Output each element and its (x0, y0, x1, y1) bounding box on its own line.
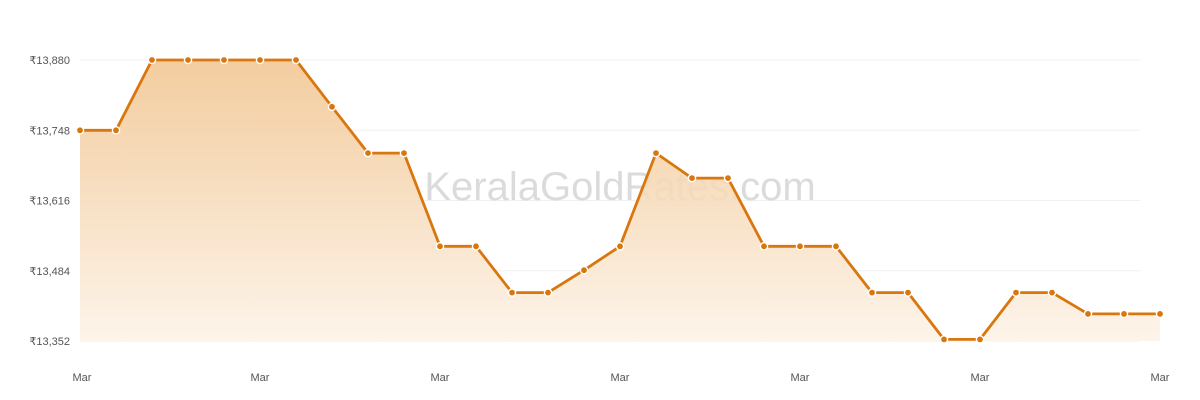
data-point (327, 102, 337, 112)
y-axis: ₹13,880 ₹13,748 ₹13,616 ₹13,484 ₹13,352 (29, 55, 70, 348)
watermark: KeralaGoldRates.com (424, 165, 815, 209)
y-tick-label: ₹13,352 (29, 336, 70, 348)
x-tick-label: Mar (431, 372, 450, 384)
data-point (651, 148, 661, 158)
data-point (75, 126, 85, 135)
y-tick-label: ₹13,484 (29, 266, 70, 278)
x-tick-label: Mar (611, 372, 630, 384)
data-point (183, 55, 193, 65)
data-point (579, 265, 589, 275)
x-tick-label: Mar (1151, 372, 1170, 384)
data-point (615, 241, 625, 251)
x-tick-label: Mar (251, 372, 270, 384)
data-point (867, 288, 877, 297)
y-tick-label: ₹13,748 (29, 125, 70, 137)
data-point (363, 148, 373, 158)
data-point (831, 241, 841, 251)
data-point (435, 241, 445, 251)
data-point (795, 241, 805, 251)
data-point (543, 288, 553, 297)
data-point (1083, 309, 1093, 319)
x-tick-label: Mar (791, 372, 810, 384)
data-point (1155, 309, 1165, 319)
data-point (975, 335, 985, 344)
data-point (759, 241, 769, 251)
data-point (219, 55, 229, 65)
data-point (687, 173, 697, 183)
data-point (1047, 288, 1057, 297)
data-point (939, 335, 949, 344)
data-point (399, 148, 409, 158)
data-point (723, 173, 733, 183)
data-point (1011, 288, 1021, 297)
x-axis: Mar Mar Mar Mar Mar Mar Mar (73, 372, 1170, 384)
data-point (903, 288, 913, 297)
data-point (147, 55, 157, 65)
y-tick-label: ₹13,880 (29, 55, 70, 67)
y-tick-label: ₹13,616 (29, 196, 70, 208)
data-point (471, 241, 481, 251)
data-point (1119, 309, 1129, 319)
x-tick-label: Mar (73, 372, 92, 384)
data-point (255, 55, 265, 65)
data-point (291, 55, 301, 65)
data-point (507, 288, 517, 297)
data-point (111, 126, 121, 135)
x-tick-label: Mar (971, 372, 990, 384)
data-points (75, 55, 1165, 344)
